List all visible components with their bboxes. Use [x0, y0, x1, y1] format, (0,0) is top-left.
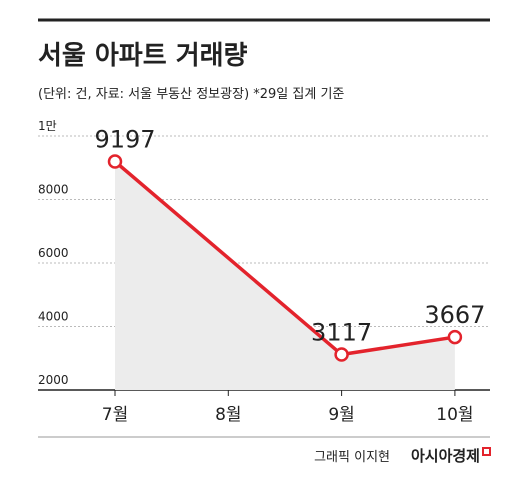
y-tick-label: 1만 [38, 119, 57, 133]
y-tick-label: 6000 [38, 246, 69, 260]
y-tick-label: 8000 [38, 183, 69, 197]
y-tick-label: 4000 [38, 310, 69, 324]
x-tick-label: 8월 [215, 405, 241, 425]
marker [447, 329, 463, 345]
chart-subtitle: (단위: 건, 자료: 서울 부동산 정보광장) *29일 집계 기준 [38, 87, 344, 102]
marker [107, 154, 123, 169]
x-tick-label: 9월 [328, 405, 354, 425]
brand: 아시아경제 [411, 447, 480, 465]
x-tick-label: 7월 [102, 405, 128, 425]
data-label: 3667 [424, 301, 485, 329]
credit: 그래픽 이지현 [314, 450, 390, 465]
chart-title: 서울 아파트 거래량 [38, 41, 248, 71]
data-label: 3117 [311, 319, 372, 347]
y-tick-label: 2000 [38, 373, 69, 387]
area [115, 161, 455, 390]
data-label: 9197 [94, 125, 155, 153]
marker [334, 347, 349, 362]
x-tick-label: 10월 [436, 405, 473, 425]
brand-icon [482, 447, 491, 456]
